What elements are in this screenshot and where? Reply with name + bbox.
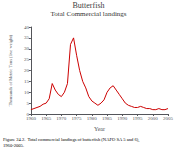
svg-text:Total Commercial landings: Total Commercial landings (50, 10, 126, 18)
svg-text:1980: 1980 (87, 116, 98, 121)
svg-text:1975: 1975 (72, 116, 83, 121)
svg-text:Thousands of Metric Tons (live: Thousands of Metric Tons (live weight) (8, 34, 13, 106)
svg-text:2000: 2000 (148, 116, 159, 121)
svg-text:35: 35 (24, 35, 30, 40)
svg-text:5: 5 (26, 101, 29, 106)
svg-text:Butterfish: Butterfish (73, 1, 105, 10)
svg-text:40: 40 (24, 25, 30, 30)
svg-text:1985: 1985 (102, 116, 113, 121)
svg-text:15: 15 (24, 79, 30, 84)
svg-text:0: 0 (26, 111, 29, 117)
svg-text:25: 25 (24, 57, 30, 62)
svg-text:Year: Year (94, 126, 105, 132)
svg-text:30: 30 (24, 46, 30, 51)
svg-text:20: 20 (24, 68, 30, 73)
svg-text:10: 10 (24, 90, 30, 95)
svg-text:1970: 1970 (56, 116, 67, 121)
svg-text:1960-2005.: 1960-2005. (3, 143, 24, 148)
svg-text:1965: 1965 (41, 116, 52, 121)
svg-text:2005: 2005 (163, 116, 174, 121)
svg-text:1995: 1995 (133, 116, 144, 121)
svg-text:1960: 1960 (26, 116, 37, 121)
svg-text:Figure 24.2. Total commercial: Figure 24.2. Total commercial landings o… (3, 136, 140, 142)
svg-text:1990: 1990 (117, 116, 128, 121)
